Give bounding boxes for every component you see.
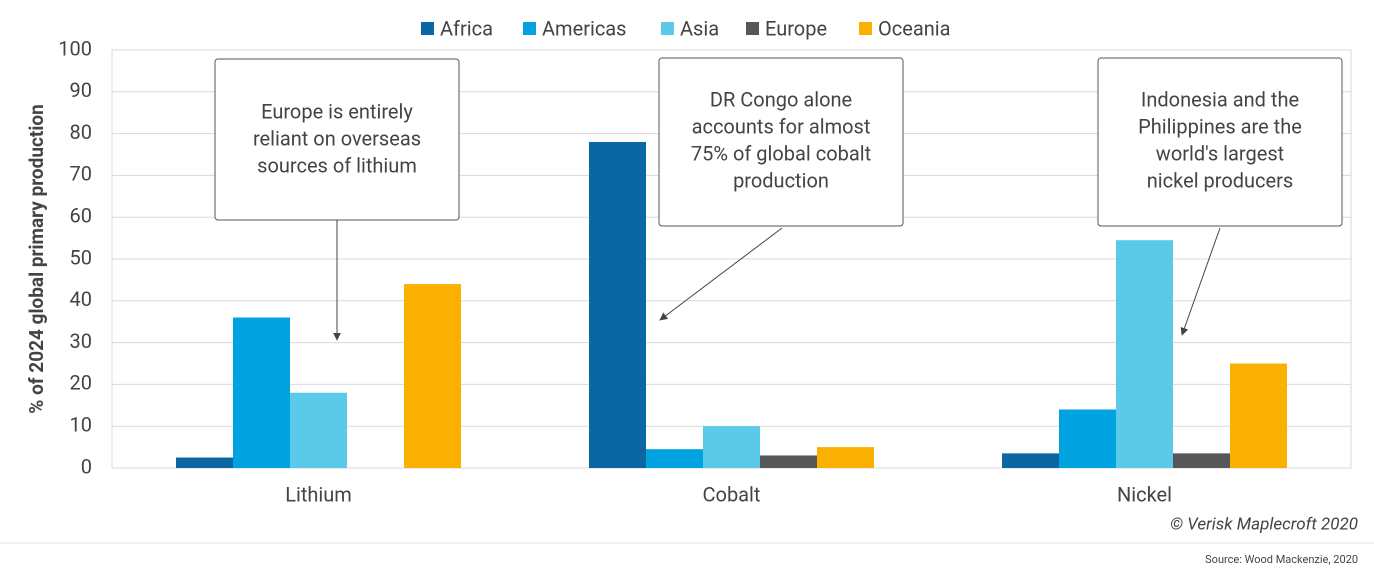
annotation-box: [658, 57, 904, 227]
annotation-text: reliant on overseas: [253, 126, 421, 150]
bar: [646, 449, 703, 468]
y-tick-label: 70: [70, 162, 92, 186]
bar: [176, 457, 233, 468]
copyright: © Verisk Maplecroft 2020: [1170, 514, 1358, 534]
bar: [1116, 240, 1173, 468]
legend-label: Americas: [542, 16, 627, 40]
annotation-text: world's largest: [1156, 141, 1284, 165]
bar: [1230, 363, 1287, 468]
bar: [1059, 409, 1116, 468]
annotation-arrow: [1180, 227, 1221, 336]
legend-label: Europe: [765, 16, 827, 40]
x-tick-label: Cobalt: [703, 482, 761, 506]
bar: [233, 317, 290, 468]
x-tick-label: Nickel: [1117, 482, 1172, 506]
annotation-text: Philippines are the: [1138, 114, 1302, 138]
annotation-text: DR Congo alone: [710, 87, 852, 111]
y-tick-label: 20: [70, 371, 92, 395]
source: Source: Wood Mackenzie, 2020: [1205, 553, 1358, 566]
legend-label: Oceania: [878, 16, 951, 40]
annotation-text: nickel producers: [1147, 168, 1293, 192]
annotation-text: production: [733, 168, 829, 192]
y-tick-label: 50: [70, 245, 92, 269]
legend-swatch: [859, 22, 872, 35]
annotation-text: sources of lithium: [257, 153, 417, 177]
bar: [1002, 453, 1059, 468]
legend-swatch: [746, 22, 759, 35]
legend-label: Asia: [680, 16, 719, 40]
bar: [404, 284, 461, 468]
y-tick-label: 80: [70, 120, 92, 144]
bar: [290, 392, 347, 468]
legend-label: Africa: [440, 16, 493, 40]
y-tick-label: 30: [70, 329, 92, 353]
bar: [817, 447, 874, 468]
annotation-text: accounts for almost: [692, 114, 871, 138]
legend-swatch: [661, 22, 674, 35]
y-tick-label: 40: [70, 287, 92, 311]
y-tick-label: 100: [58, 36, 92, 60]
annotation-box: [1097, 57, 1343, 227]
y-tick-label: 0: [81, 454, 92, 478]
bar: [760, 455, 817, 468]
annotation-text: 75% of global cobalt: [691, 141, 871, 165]
bar: [703, 426, 760, 468]
annotation-arrow: [659, 227, 783, 321]
y-tick-label: 60: [70, 203, 92, 227]
annotation-text: Indonesia and the: [1141, 87, 1299, 111]
x-tick-label: Lithium: [285, 482, 352, 506]
bar: [1173, 453, 1230, 468]
y-tick-label: 10: [70, 412, 92, 436]
y-axis-label: % of 2024 global primary production: [25, 104, 48, 413]
annotation-text: Europe is entirely: [261, 99, 413, 123]
bar: [589, 141, 646, 468]
legend-swatch: [421, 22, 434, 35]
legend-swatch: [523, 22, 536, 35]
y-tick-label: 90: [70, 78, 92, 102]
